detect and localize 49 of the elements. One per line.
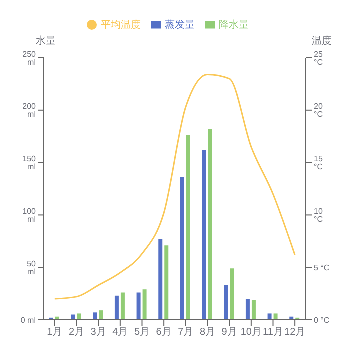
x-tick-label: 4月 xyxy=(112,327,128,338)
bar xyxy=(224,285,228,320)
x-tick-label: 8月 xyxy=(200,327,216,338)
x-tick-label: 9月 xyxy=(222,327,238,338)
bar xyxy=(246,299,250,320)
bar xyxy=(252,300,256,320)
bar xyxy=(99,310,104,320)
bar xyxy=(164,246,169,320)
bar xyxy=(120,292,125,320)
y-tick-label: 100 ml xyxy=(22,207,37,224)
y-tick-label: 150 ml xyxy=(22,154,37,172)
y2-tick-label: 10 °C xyxy=(314,207,324,224)
bar xyxy=(208,129,212,320)
bar xyxy=(268,314,272,320)
y2-tick-label: 0 °C xyxy=(314,316,330,325)
bar xyxy=(180,177,184,320)
y-tick-label: 0 ml xyxy=(20,316,36,325)
bar xyxy=(114,296,119,320)
bar xyxy=(186,136,190,320)
x-tick-label: 10月 xyxy=(240,327,262,338)
x-tick-label: 11月 xyxy=(263,327,284,338)
bar xyxy=(142,290,147,320)
bar xyxy=(158,239,163,320)
y-tick-label: 200 ml xyxy=(22,102,37,120)
line-series xyxy=(54,74,296,300)
bar xyxy=(230,268,234,320)
x-tick-label: 2月 xyxy=(68,327,85,338)
y2-tick-label: 20 °C xyxy=(314,102,324,120)
y-axis-title: 水量 xyxy=(36,34,56,48)
y-tick-label: 50 ml xyxy=(27,259,37,276)
legend-label: 平均温度 xyxy=(101,20,141,31)
x-tick-label: 1月 xyxy=(47,327,63,338)
bar xyxy=(202,150,206,320)
y2-tick-label: 15 °C xyxy=(314,154,324,172)
y2-tick-label: 5 °C xyxy=(314,263,330,272)
x-tick-label: 3月 xyxy=(90,327,106,338)
legend-label: 降水量 xyxy=(219,20,249,31)
bar xyxy=(93,312,98,320)
bar xyxy=(136,292,141,320)
y-tick-label: 250 ml xyxy=(22,50,37,67)
y2-axis-title: 温度 xyxy=(312,34,332,48)
bar xyxy=(77,314,82,320)
x-tick-label: 12月 xyxy=(284,327,306,338)
x-tick-label: 7月 xyxy=(178,327,194,338)
y2-tick-label: 25 °C xyxy=(314,50,324,67)
bar xyxy=(274,314,278,320)
x-tick-label: 6月 xyxy=(156,327,172,338)
legend-label: 蒸发量 xyxy=(165,20,195,31)
x-tick-label: 5月 xyxy=(134,327,150,338)
